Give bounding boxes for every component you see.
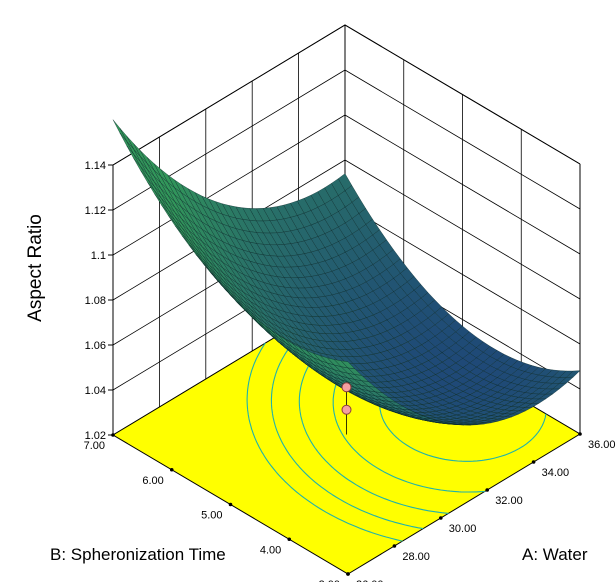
- x-tick-label: 34.00: [542, 467, 570, 479]
- x-tick-mark: [578, 432, 582, 436]
- y-tick-label: 6.00: [142, 475, 163, 487]
- x-tick-mark: [485, 488, 490, 492]
- x-tick-mark: [439, 516, 443, 520]
- z-tick-label: 1.08: [85, 295, 106, 307]
- contour-line: [246, 342, 403, 542]
- x-tick-mark: [392, 544, 397, 548]
- surface-facet: [112, 119, 127, 142]
- y-tick-label: 4.00: [260, 544, 281, 556]
- x-tick-label: 30.00: [449, 523, 477, 535]
- y-tick-mark: [287, 537, 292, 542]
- y-tick-label: 3.00: [319, 579, 340, 582]
- frame-top-edge: [112, 24, 581, 166]
- axis-ticks: 1.02 1.04 1.06 1.08 1.1 1.12 1.14 26.00 28.00 30.…: [84, 160, 616, 582]
- y-tick-mark: [111, 433, 115, 437]
- design-point-marker: [341, 404, 352, 415]
- z-tick-label: 1.12: [85, 205, 106, 217]
- x-tick-label: 36.00: [588, 439, 616, 451]
- design-point-marker: [341, 382, 352, 393]
- surface-facet: [340, 360, 356, 370]
- y-tick-mark: [228, 502, 233, 507]
- y-axis-title: B: Spheronization Time: [50, 545, 226, 564]
- x-axis-title: A: Water: [522, 545, 588, 564]
- response-surface: [112, 119, 581, 426]
- z-tick-label: 1.14: [85, 160, 106, 172]
- y-tick-label: 7.00: [84, 440, 105, 452]
- y-tick-mark: [346, 572, 350, 576]
- design-points: [341, 382, 352, 435]
- x-tick-label: 32.00: [495, 495, 523, 507]
- z-tick-label: 1.04: [85, 385, 106, 397]
- x-tick-label: 28.00: [402, 551, 430, 563]
- z-tick-label: 1.1: [91, 250, 106, 262]
- z-axis-title: Aspect Ratio: [25, 214, 46, 322]
- x-tick-label: 26.00: [356, 579, 384, 582]
- z-tick-label: 1.02: [85, 430, 106, 442]
- z-gridline: [112, 24, 581, 166]
- y-tick-mark: [169, 467, 174, 472]
- z-tick-label: 1.06: [85, 340, 106, 352]
- y-tick-label: 5.00: [201, 510, 222, 522]
- x-tick-mark: [531, 460, 536, 464]
